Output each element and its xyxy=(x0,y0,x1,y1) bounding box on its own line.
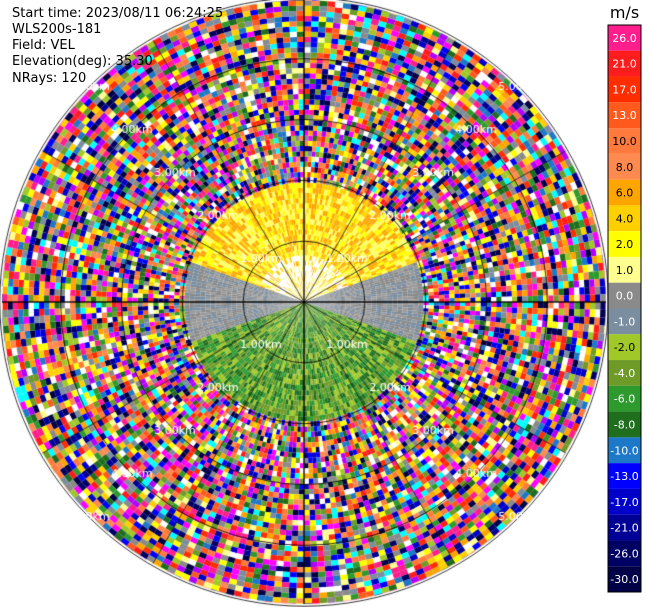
colorbar-swatch xyxy=(608,488,641,515)
colorbar-tick-label: -26.0 xyxy=(610,547,638,560)
colorbar-tick-label: 1.0 xyxy=(616,264,634,277)
colorbar-border xyxy=(607,24,642,593)
colorbar-tick-label: -17.0 xyxy=(610,496,638,509)
colorbar-unit: m/s xyxy=(610,3,639,22)
colorbar-tick-label: 8.0 xyxy=(616,161,634,174)
colorbar-tick-label: -2.0 xyxy=(614,341,635,354)
colorbar-tick-label: 6.0 xyxy=(616,187,634,200)
colorbar-swatch xyxy=(608,411,641,438)
colorbar-swatch xyxy=(608,360,641,386)
colorbar-tick-label: -10.0 xyxy=(610,444,638,457)
colorbar-swatch xyxy=(608,308,641,335)
colorbar-tick-label: 13.0 xyxy=(612,109,637,122)
colorbar-tick-label: -1.0 xyxy=(614,315,635,328)
colorbar-swatch xyxy=(608,128,641,154)
colorbar-tick-label: -6.0 xyxy=(614,393,635,406)
colorbar-tick-label: 2.0 xyxy=(616,238,634,251)
field-label: Field: VEL xyxy=(12,38,75,53)
colorbar-tick-label: -4.0 xyxy=(614,367,635,380)
colorbar-tick-label: -8.0 xyxy=(614,418,635,431)
elevation-label: Elevation(deg): 35.30 xyxy=(12,54,153,69)
colorbar-tick-label: 4.0 xyxy=(616,212,634,225)
start-time-label: Start time: 2023/08/11 06:24:25 xyxy=(12,6,224,21)
colorbar-tick-label: 21.0 xyxy=(612,58,637,71)
colorbar-swatch xyxy=(608,153,641,180)
colorbar-swatch xyxy=(608,437,641,464)
colorbar-swatch xyxy=(608,76,641,103)
colorbar-tick-label: -13.0 xyxy=(610,470,638,483)
colorbar-swatch xyxy=(608,334,641,361)
colorbar-tick-label: -21.0 xyxy=(610,522,638,535)
instrument-label: WLS200s-181 xyxy=(12,22,102,37)
colorbar-swatch xyxy=(608,566,641,592)
colorbar-swatch xyxy=(608,231,641,257)
nrays-label: NRays: 120 xyxy=(12,71,87,86)
colorbar-swatch xyxy=(608,205,641,232)
colorbar-tick-label: 10.0 xyxy=(612,135,637,148)
colorbar-tick-label: -30.0 xyxy=(610,573,638,586)
colorbar-tick-label: 26.0 xyxy=(612,32,637,45)
colorbar-swatch xyxy=(608,256,641,283)
colorbar-swatch xyxy=(608,540,641,567)
colorbar-swatch xyxy=(608,179,641,206)
colorbar-swatch xyxy=(608,25,641,51)
colorbar-tick-label: 0.0 xyxy=(616,290,634,303)
colorbar-swatch xyxy=(608,463,641,489)
colorbar-swatch xyxy=(608,102,641,129)
colorbar-swatch xyxy=(608,385,641,412)
colorbar-swatch xyxy=(608,50,641,77)
colorbar-swatch xyxy=(608,514,641,541)
colorbar-swatch xyxy=(608,282,641,309)
colorbar-tick-label: 17.0 xyxy=(612,83,637,96)
